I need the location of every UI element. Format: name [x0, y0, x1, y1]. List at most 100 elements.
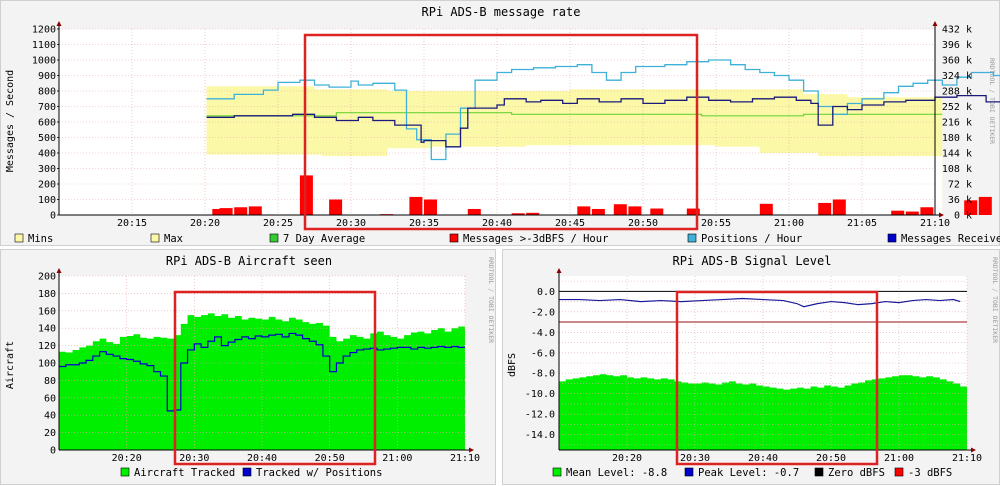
y-tick-label: 80: [44, 376, 56, 387]
x-tick-label: 20:50: [628, 218, 658, 229]
x-tick-label: 21:10: [920, 218, 950, 229]
strong-message-bar: [650, 209, 663, 215]
y-axis-arrow: [557, 268, 562, 273]
legend-swatch: [815, 468, 823, 476]
strong-message-bar: [818, 203, 831, 215]
y-tick-label: 20: [44, 428, 56, 439]
y-axis-arrow: [57, 21, 62, 26]
x-tick-label: 21:10: [450, 453, 480, 464]
y-tick-label: 40: [44, 411, 56, 422]
y-tick-label: 300: [38, 164, 56, 175]
x-tick-label: 20:55: [701, 218, 731, 229]
strong-message-bar: [979, 197, 992, 215]
y-axis-arrow: [57, 268, 62, 273]
y-right-tick-label: 432 k: [942, 25, 972, 36]
y-right-tick-label: 180 k: [942, 133, 972, 144]
legend-swatch: [151, 234, 159, 242]
x-tick-label: 20:30: [336, 218, 366, 229]
strong-message-bar: [891, 211, 904, 215]
y-right-tick-label: 396 k: [942, 40, 972, 51]
strong-message-bar: [234, 207, 247, 215]
strong-message-bar: [906, 212, 919, 215]
y-tick-label: 600: [38, 118, 56, 129]
legend-swatch: [888, 234, 896, 242]
y-right-tick-label: 324 k: [942, 71, 972, 82]
y-right-tick-label: 360 k: [942, 56, 972, 67]
x-tick-label: 20:45: [555, 218, 585, 229]
y-tick-label: -6.0: [531, 348, 555, 359]
strong-message-bar: [592, 209, 605, 215]
y-right-tick-label: 252 k: [942, 102, 972, 113]
legend-label: Aircraft Tracked: [134, 467, 235, 479]
signal-chart: RPi ADS-B Signal Level dBFS RRDTOOL / TO…: [503, 250, 1000, 486]
legend-label: Mins: [28, 233, 53, 245]
strong-message-bar: [468, 209, 481, 215]
x-tick-label: 20:20: [112, 453, 142, 464]
y-right-tick-label: 72 k: [948, 180, 972, 191]
y-tick-label: 700: [38, 102, 56, 113]
legend-label: Positions / Hour: [701, 233, 802, 245]
y-tick-label: 60: [44, 393, 56, 404]
y-tick-label: -8.0: [531, 369, 555, 380]
y-axis-label: Messages / Second: [5, 70, 16, 172]
strong-message-bar: [300, 175, 313, 215]
y-tick-label: 500: [38, 133, 56, 144]
x-tick-label: 20:30: [680, 453, 710, 464]
y-tick-label: 100: [38, 195, 56, 206]
strong-message-bar: [220, 208, 233, 215]
strong-message-bar: [424, 200, 437, 216]
x-tick-label: 20:40: [748, 453, 778, 464]
message-rate-panel: RPi ADS-B message rate Messages / Second…: [0, 0, 1000, 246]
strong-message-bar: [409, 197, 422, 215]
legend-label: 7 Day Average: [283, 233, 365, 245]
x-tick-label: 21:00: [884, 453, 914, 464]
y-tick-label: 1100: [32, 40, 56, 51]
x-tick-label: 20:20: [190, 218, 220, 229]
legend-swatch: [243, 468, 251, 476]
y-tick-label: 1200: [32, 25, 56, 36]
y-tick-label: 120: [38, 341, 56, 352]
chart-title: RPi ADS-B Aircraft seen: [166, 254, 332, 268]
x-tick-label: 20:40: [247, 453, 277, 464]
x-tick-label: 20:40: [482, 218, 512, 229]
x-tick-label: 20:20: [612, 453, 642, 464]
legend-label: Zero dBFS: [828, 467, 885, 479]
x-tick-label: 21:10: [952, 453, 982, 464]
legend-swatch: [270, 234, 278, 242]
chart-title: RPi ADS-B Signal Level: [673, 254, 832, 268]
legend-label: Max: [164, 233, 183, 245]
legend-label: Messages >-3dBFS / Hour: [463, 233, 608, 245]
x-tick-label: 21:00: [382, 453, 412, 464]
y-tick-label: -2.0: [531, 307, 555, 318]
signal-panel: RPi ADS-B Signal Level dBFS RRDTOOL / TO…: [502, 249, 1000, 485]
legend-label: Mean Level: -8.8: [566, 467, 667, 479]
y-tick-label: 400: [38, 149, 56, 160]
y-axis-label: Aircraft: [5, 341, 16, 389]
y-tick-label: -4.0: [531, 328, 555, 339]
legend-label: -3 dBFS: [908, 467, 952, 479]
y-tick-label: 140: [38, 324, 56, 335]
y-axis-right-arrow: [933, 21, 938, 26]
x-tick-label: 20:50: [315, 453, 345, 464]
y-tick-label: 0: [50, 211, 56, 222]
strong-message-bar: [920, 207, 933, 215]
y-axis-label: dBFS: [507, 353, 518, 377]
side-label: RRDTOOL / TOBI OETIKER: [991, 257, 999, 343]
x-tick-label: 20:15: [117, 218, 147, 229]
y-tick-label: 180: [38, 289, 56, 300]
strong-message-bar: [577, 206, 590, 215]
chart-title: RPi ADS-B message rate: [422, 5, 581, 19]
y-tick-label: 800: [38, 87, 56, 98]
legend-label: Messages Received: [901, 233, 1000, 245]
y-tick-label: 0: [50, 446, 56, 457]
y-tick-label: 200: [38, 272, 56, 283]
y-tick-label: 160: [38, 306, 56, 317]
y-right-tick-label: 36 k: [948, 195, 972, 206]
strong-message-bar: [833, 200, 846, 216]
y-right-tick-label: 108 k: [942, 164, 972, 175]
legend-swatch: [688, 234, 696, 242]
x-axis-arrow: [971, 448, 976, 453]
aircraft-chart: RPi ADS-B Aircraft seen Aircraft RRDTOOL…: [1, 250, 497, 486]
legend-label: Tracked w/ Positions: [256, 467, 382, 479]
y-tick-label: -12.0: [525, 410, 555, 421]
